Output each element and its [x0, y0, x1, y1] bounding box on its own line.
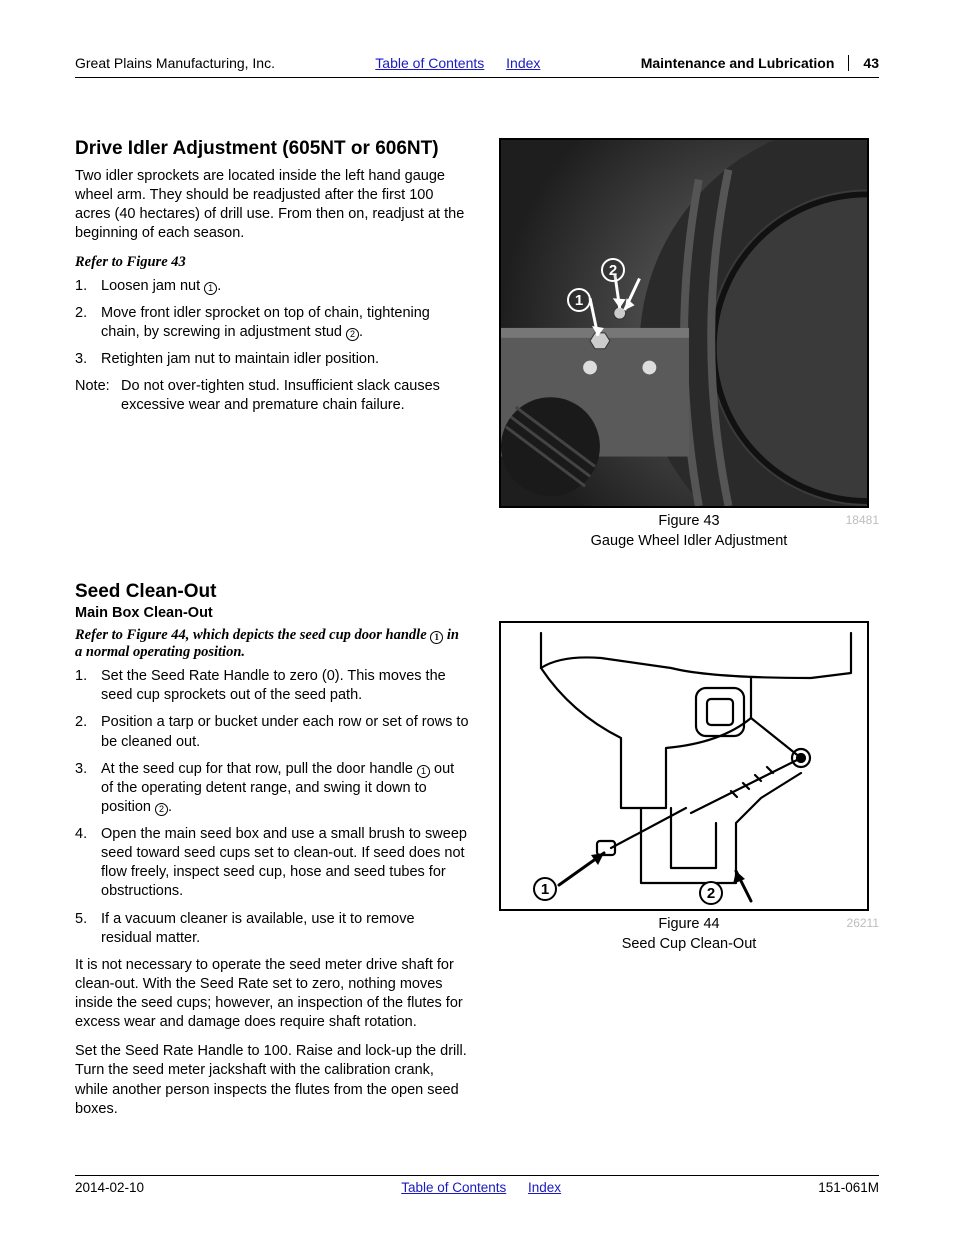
section2-para2: Set the Seed Rate Handle to 100. Raise a… [75, 1042, 469, 1119]
step-4: 4. Open the main seed box and use a smal… [75, 825, 469, 902]
figure-43-id: 18481 [846, 512, 879, 528]
circle-1-icon: 1 [204, 282, 217, 295]
step-num: 2. [75, 304, 101, 342]
step-text: If a vacuum cleaner is available, use it… [101, 910, 469, 948]
step-num: 4. [75, 825, 101, 902]
step-num: 1. [75, 277, 101, 296]
callout-1: 1 [533, 877, 557, 901]
step-3: 3. At the seed cup for that row, pull th… [75, 760, 469, 817]
header-nav: Table of Contents Index [375, 55, 540, 71]
step-text: Set the Seed Rate Handle to zero (0). Th… [101, 667, 469, 705]
figure-44-caption: 26211 Figure 44 Seed Cup Clean-Out [499, 915, 879, 954]
figure-44-block: 1 2 26211 Figure 44 Seed Cup Clean-Out [499, 581, 879, 1129]
step-text: Retighten jam nut to maintain idler posi… [101, 350, 469, 369]
step-num: 5. [75, 910, 101, 948]
header-rule [75, 77, 879, 78]
step-text: Open the main seed box and use a small b… [101, 825, 469, 902]
step-text: Move front idler sprocket on top of chai… [101, 304, 469, 342]
step-text: Loosen jam nut 1. [101, 277, 469, 296]
section2-heading: Seed Clean-Out [75, 581, 469, 603]
section2-sub: Main Box Clean-Out [75, 605, 469, 621]
step-num: 2. [75, 713, 101, 751]
section2-ref: Refer to Figure 44, which depicts the se… [75, 627, 469, 661]
header-right: Maintenance and Lubrication 43 [641, 55, 879, 71]
footer-nav: Table of Contents Index [401, 1180, 561, 1195]
circle-1-icon: 1 [417, 765, 430, 778]
circle-2-icon: 2 [155, 803, 168, 816]
section2-steps: 1. Set the Seed Rate Handle to zero (0).… [75, 667, 469, 948]
step-2: 2. Position a tarp or bucket under each … [75, 713, 469, 751]
section2-para1: It is not necessary to operate the seed … [75, 956, 469, 1033]
callout-2: 2 [699, 881, 723, 905]
callout-1: 1 [567, 288, 591, 312]
page-footer: 2014-02-10 Table of Contents Index 151-0… [75, 1173, 879, 1195]
section1-steps: 1. Loosen jam nut 1. 2. Move front idler… [75, 277, 469, 370]
footer-toc-link[interactable]: Table of Contents [401, 1180, 506, 1195]
section1-intro: Two idler sprockets are located inside t… [75, 167, 469, 244]
page-number: 43 [848, 55, 879, 71]
section-name: Maintenance and Lubrication [641, 55, 835, 71]
figure-44: 1 2 [499, 621, 869, 911]
section-drive-idler: Drive Idler Adjustment (605NT or 606NT) … [75, 138, 879, 551]
step-5: 5. If a vacuum cleaner is available, use… [75, 910, 469, 948]
step-text: Position a tarp or bucket under each row… [101, 713, 469, 751]
section1-ref: Refer to Figure 43 [75, 254, 469, 271]
footer-doc-number: 151-061M [818, 1180, 879, 1195]
footer-index-link[interactable]: Index [528, 1180, 561, 1195]
content: Drive Idler Adjustment (605NT or 606NT) … [75, 138, 879, 1129]
footer-rule [75, 1175, 879, 1176]
section1-text: Drive Idler Adjustment (605NT or 606NT) … [75, 138, 469, 551]
figure-43-block: 1 2 18481 Figure 43 Gauge Wheel Idler Ad… [499, 138, 879, 551]
figure-43-photo [501, 140, 867, 506]
figure-44-title: Seed Cup Clean-Out [622, 936, 757, 952]
callout-2: 2 [601, 258, 625, 282]
page-header: Great Plains Manufacturing, Inc. Table o… [75, 55, 879, 71]
circle-2-icon: 2 [346, 328, 359, 341]
figure-43-caption: 18481 Figure 43 Gauge Wheel Idler Adjust… [499, 512, 879, 551]
page: Great Plains Manufacturing, Inc. Table o… [0, 0, 954, 1235]
section1-heading: Drive Idler Adjustment (605NT or 606NT) [75, 138, 469, 160]
step-1: 1. Set the Seed Rate Handle to zero (0).… [75, 667, 469, 705]
figure-43-title: Gauge Wheel Idler Adjustment [591, 533, 788, 549]
step-1: 1. Loosen jam nut 1. [75, 277, 469, 296]
index-link[interactable]: Index [506, 55, 540, 71]
figure-44-num: Figure 44 [658, 916, 719, 932]
step-num: 3. [75, 350, 101, 369]
note-text: Do not over-tighten stud. Insufficient s… [121, 377, 469, 415]
step-num: 1. [75, 667, 101, 705]
footer-row: 2014-02-10 Table of Contents Index 151-0… [75, 1180, 879, 1195]
step-num: 3. [75, 760, 101, 817]
section2-text: Seed Clean-Out Main Box Clean-Out Refer … [75, 581, 469, 1129]
step-text: At the seed cup for that row, pull the d… [101, 760, 469, 817]
figure-43-num: Figure 43 [658, 513, 719, 529]
header-company: Great Plains Manufacturing, Inc. [75, 55, 275, 71]
section-seed-cleanout: Seed Clean-Out Main Box Clean-Out Refer … [75, 581, 879, 1129]
figure-44-id: 26211 [847, 915, 879, 931]
circle-1-icon: 1 [430, 631, 443, 644]
footer-date: 2014-02-10 [75, 1180, 144, 1195]
step-2: 2. Move front idler sprocket on top of c… [75, 304, 469, 342]
step-3: 3. Retighten jam nut to maintain idler p… [75, 350, 469, 369]
figure-44-diagram [501, 623, 869, 911]
toc-link[interactable]: Table of Contents [375, 55, 484, 71]
note-label: Note: [75, 377, 121, 415]
figure-43: 1 2 [499, 138, 869, 508]
section1-note: Note: Do not over-tighten stud. Insuffic… [75, 377, 469, 415]
